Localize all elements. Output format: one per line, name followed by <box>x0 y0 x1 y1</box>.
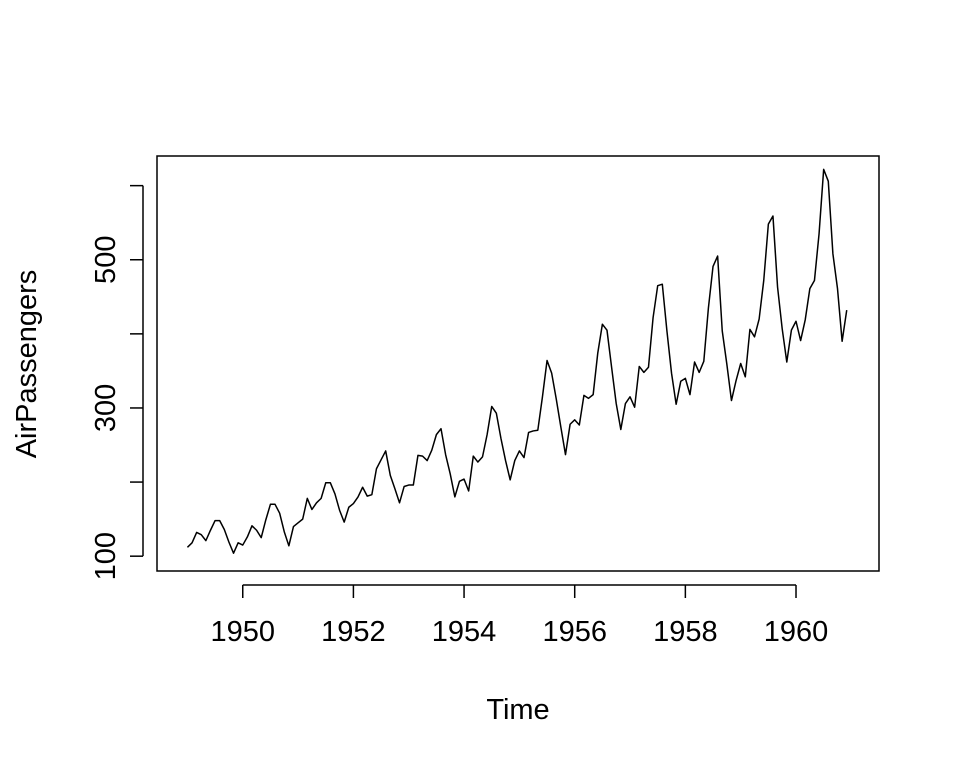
x-axis: 1950 1952 1954 1956 1958 1960 <box>210 584 829 648</box>
x-tick-label: 1952 <box>321 616 386 648</box>
x-axis-label: Time <box>486 694 549 726</box>
y-axis-label: AirPassengers <box>11 270 43 459</box>
x-tick-label: 1956 <box>542 616 607 648</box>
plot-frame <box>156 155 880 572</box>
y-tick-label: 300 <box>90 384 122 432</box>
x-tick-label: 1950 <box>210 616 275 648</box>
x-tick-label: 1954 <box>432 616 497 648</box>
x-tick-label: 1960 <box>764 616 829 648</box>
x-tick-label: 1958 <box>653 616 718 648</box>
series-points <box>187 169 847 554</box>
y-tick-label: 500 <box>90 236 122 284</box>
y-tick-label: 100 <box>90 532 122 580</box>
series-line <box>186 168 848 554</box>
y-axis: 100 300 500 <box>90 184 144 580</box>
